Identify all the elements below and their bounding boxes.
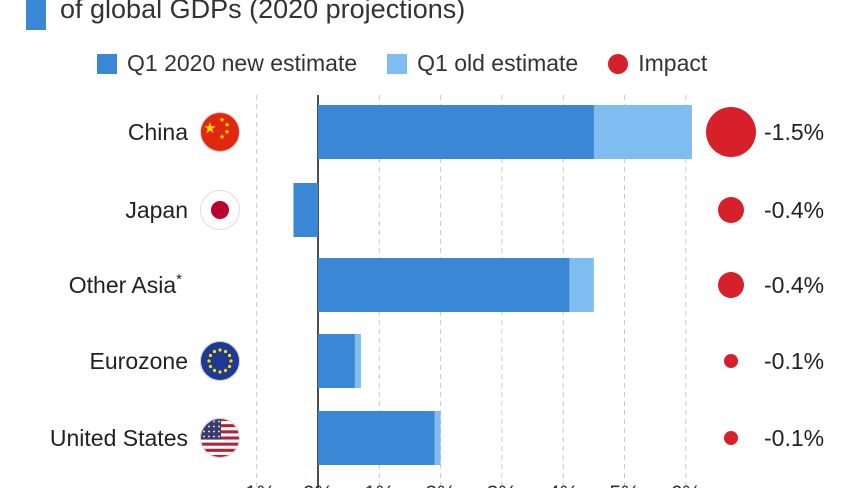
impact-label: -0.4% (764, 197, 824, 223)
x-tick-label: 4% (548, 482, 578, 488)
legend-swatch-old-estimate (387, 53, 408, 74)
x-tick-label: -1% (238, 482, 275, 488)
japan-flag-icon (200, 190, 240, 230)
impact-dot (718, 272, 744, 298)
bar-new-estimate (318, 334, 355, 388)
impact-label: -1.5% (764, 119, 824, 145)
impact-label: -0.4% (764, 272, 824, 298)
bar-new-estimate (293, 183, 318, 237)
x-tick-label: 0% (303, 482, 333, 488)
title-accent-bar (26, 0, 46, 30)
legend-dot-impact (608, 53, 629, 74)
bar-new-estimate (318, 411, 435, 465)
impact-dot (718, 197, 744, 223)
svg-text:★: ★ (219, 133, 225, 141)
us-flag-icon (200, 418, 240, 458)
category-label: Eurozone (90, 348, 188, 374)
x-tick-label: 1% (364, 482, 394, 488)
chart-title: of global GDPs (2020 projections) (60, 0, 466, 24)
category-label: Other Asia* (69, 271, 182, 298)
legend-label-impact: Impact (638, 50, 708, 76)
category-label: Japan (125, 197, 188, 223)
x-tick-label: 5% (609, 482, 639, 488)
legend-label-old-estimate: Q1 old estimate (417, 50, 579, 76)
legend-label-new-estimate: Q1 2020 new estimate (127, 50, 358, 76)
svg-text:★: ★ (224, 128, 230, 136)
impact-dot (724, 431, 738, 445)
x-tick-label: 6% (671, 482, 701, 488)
impact-label: -0.1% (764, 348, 824, 374)
legend: Q1 2020 new estimate Q1 old estimate Imp… (97, 50, 737, 77)
bar-new-estimate (318, 105, 594, 159)
svg-text:★: ★ (224, 121, 230, 129)
x-tick-label: 2% (425, 482, 455, 488)
x-tick-label: 3% (487, 482, 517, 488)
impact-dot (724, 354, 738, 368)
legend-item-new-estimate: Q1 2020 new estimate (97, 50, 357, 77)
legend-item-impact: Impact (608, 50, 707, 77)
svg-text:★: ★ (203, 119, 216, 137)
category-label: United States (50, 425, 188, 451)
china-flag-icon: ★ ★★★★ (200, 112, 240, 152)
legend-swatch-new-estimate (97, 53, 117, 74)
eu-flag-icon (200, 341, 240, 381)
legend-item-old-estimate: Q1 old estimate (387, 50, 578, 77)
impact-dot (706, 107, 756, 157)
category-label: China (128, 119, 188, 145)
bar-new-estimate (318, 258, 570, 312)
svg-text:★: ★ (219, 116, 225, 124)
impact-label: -0.1% (764, 425, 824, 451)
